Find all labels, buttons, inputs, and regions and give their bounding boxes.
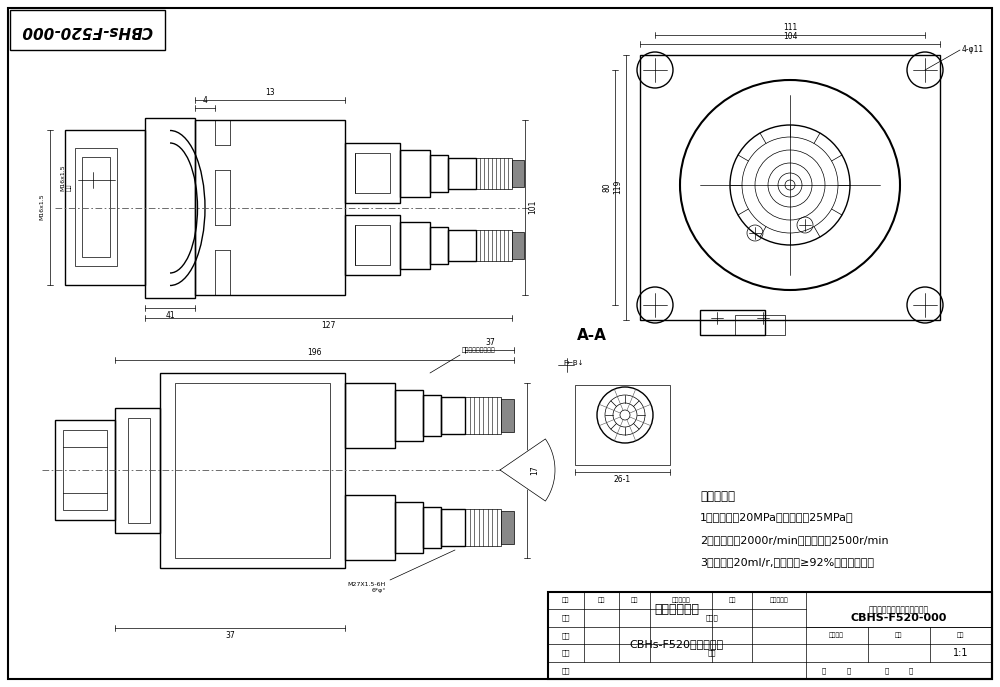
Bar	[82, 157, 110, 257]
Text: 127: 127	[321, 321, 335, 330]
Text: 26-1: 26-1	[613, 475, 631, 484]
Text: 重量: 重量	[895, 633, 903, 638]
Bar	[430, 227, 448, 264]
Bar	[400, 222, 430, 269]
Bar	[195, 120, 345, 295]
Text: 37: 37	[225, 631, 235, 640]
Text: 37: 37	[485, 338, 495, 347]
Text: 标准: 标准	[708, 650, 717, 656]
Text: 共: 共	[822, 667, 826, 674]
Bar	[145, 118, 195, 298]
Bar	[448, 158, 476, 189]
Text: M16x1.5: M16x1.5	[39, 194, 44, 221]
Bar	[465, 397, 501, 434]
Text: M27X1.5-6H
6*φ°: M27X1.5-6H 6*φ°	[348, 582, 386, 593]
Bar	[400, 150, 430, 197]
Text: 常州博华盛液压科技有限公司: 常州博华盛液压科技有限公司	[869, 605, 929, 614]
Bar	[345, 215, 400, 275]
Text: 外连接尺寸图: 外连接尺寸图	[654, 603, 699, 616]
Bar	[441, 509, 465, 546]
Text: 2、额定转速2000r/min，最高转速2500r/min: 2、额定转速2000r/min，最高转速2500r/min	[700, 535, 889, 545]
Bar	[501, 399, 514, 432]
Bar	[345, 495, 395, 560]
Text: M16x1.5
花键: M16x1.5 花键	[60, 165, 72, 191]
Text: 更改文件号: 更改文件号	[672, 598, 691, 603]
Text: 1、额定压力20MPa，最高压力25MPa。: 1、额定压力20MPa，最高压力25MPa。	[700, 512, 854, 522]
Bar	[476, 230, 512, 261]
Bar	[441, 397, 465, 434]
Text: CBHs-F520-000: CBHs-F520-000	[21, 23, 153, 38]
Text: 张: 张	[909, 667, 913, 674]
Polygon shape	[500, 439, 555, 501]
Text: 审查: 审查	[562, 632, 570, 639]
Bar	[175, 383, 330, 558]
Text: 签名: 签名	[729, 598, 736, 603]
Text: 4: 4	[203, 96, 207, 105]
Text: 张: 张	[847, 667, 851, 674]
Bar	[735, 315, 785, 335]
Bar	[65, 130, 145, 285]
Text: 41: 41	[165, 311, 175, 320]
Bar	[430, 155, 448, 192]
Text: 80: 80	[602, 182, 611, 192]
Bar	[423, 507, 441, 548]
Bar	[345, 383, 395, 448]
Text: F←B↓: F←B↓	[563, 360, 584, 366]
Bar	[75, 148, 117, 266]
Text: 标记: 标记	[562, 598, 570, 603]
Bar	[395, 502, 423, 553]
Text: 101: 101	[528, 200, 537, 214]
Text: 13: 13	[265, 88, 275, 97]
Bar	[160, 373, 345, 568]
Bar	[355, 225, 390, 265]
Bar	[395, 390, 423, 441]
Text: 标准化: 标准化	[706, 615, 719, 622]
Text: 17: 17	[530, 465, 539, 475]
Text: 工艺: 工艺	[562, 650, 570, 656]
Text: 图纸标记: 图纸标记	[829, 633, 844, 638]
Bar	[128, 418, 150, 523]
Bar	[575, 385, 670, 465]
Bar	[10, 10, 165, 50]
Text: CBHs-F520齿轮泵总成: CBHs-F520齿轮泵总成	[630, 639, 724, 649]
Text: 液压半圆销固定装置: 液压半圆销固定装置	[462, 348, 496, 353]
Text: 设计: 设计	[562, 615, 570, 622]
Text: A-A: A-A	[577, 328, 607, 343]
Text: 技术参数：: 技术参数：	[700, 490, 735, 503]
Text: 管管: 管管	[562, 667, 570, 674]
Bar	[55, 420, 115, 520]
Text: 104: 104	[783, 32, 797, 41]
Bar	[501, 511, 514, 544]
Bar	[476, 158, 512, 189]
Bar	[512, 160, 524, 187]
Bar	[63, 430, 107, 510]
Text: CBHS-F520-000: CBHS-F520-000	[851, 613, 947, 623]
Text: 分区: 分区	[631, 598, 638, 603]
Text: 第: 第	[884, 667, 888, 674]
Bar	[548, 592, 992, 679]
Bar	[423, 395, 441, 436]
Text: 196: 196	[307, 348, 321, 357]
Text: 比例: 比例	[957, 633, 965, 638]
Bar	[700, 310, 765, 335]
Text: 1:1: 1:1	[953, 648, 969, 658]
Text: 111: 111	[783, 23, 797, 32]
Text: 4-φ11: 4-φ11	[962, 45, 984, 54]
Text: 3、排量：20ml/r,容积效率≥92%，旋向：左旋: 3、排量：20ml/r,容积效率≥92%，旋向：左旋	[700, 557, 874, 567]
Bar	[465, 509, 501, 546]
Text: 处数: 处数	[598, 598, 605, 603]
Text: 119: 119	[613, 180, 622, 194]
Bar	[345, 143, 400, 203]
Bar	[448, 230, 476, 261]
Bar	[512, 232, 524, 259]
Bar	[640, 55, 940, 320]
Bar	[355, 153, 390, 193]
Bar	[115, 408, 160, 533]
Text: 年、月、日: 年、月、日	[770, 598, 788, 603]
